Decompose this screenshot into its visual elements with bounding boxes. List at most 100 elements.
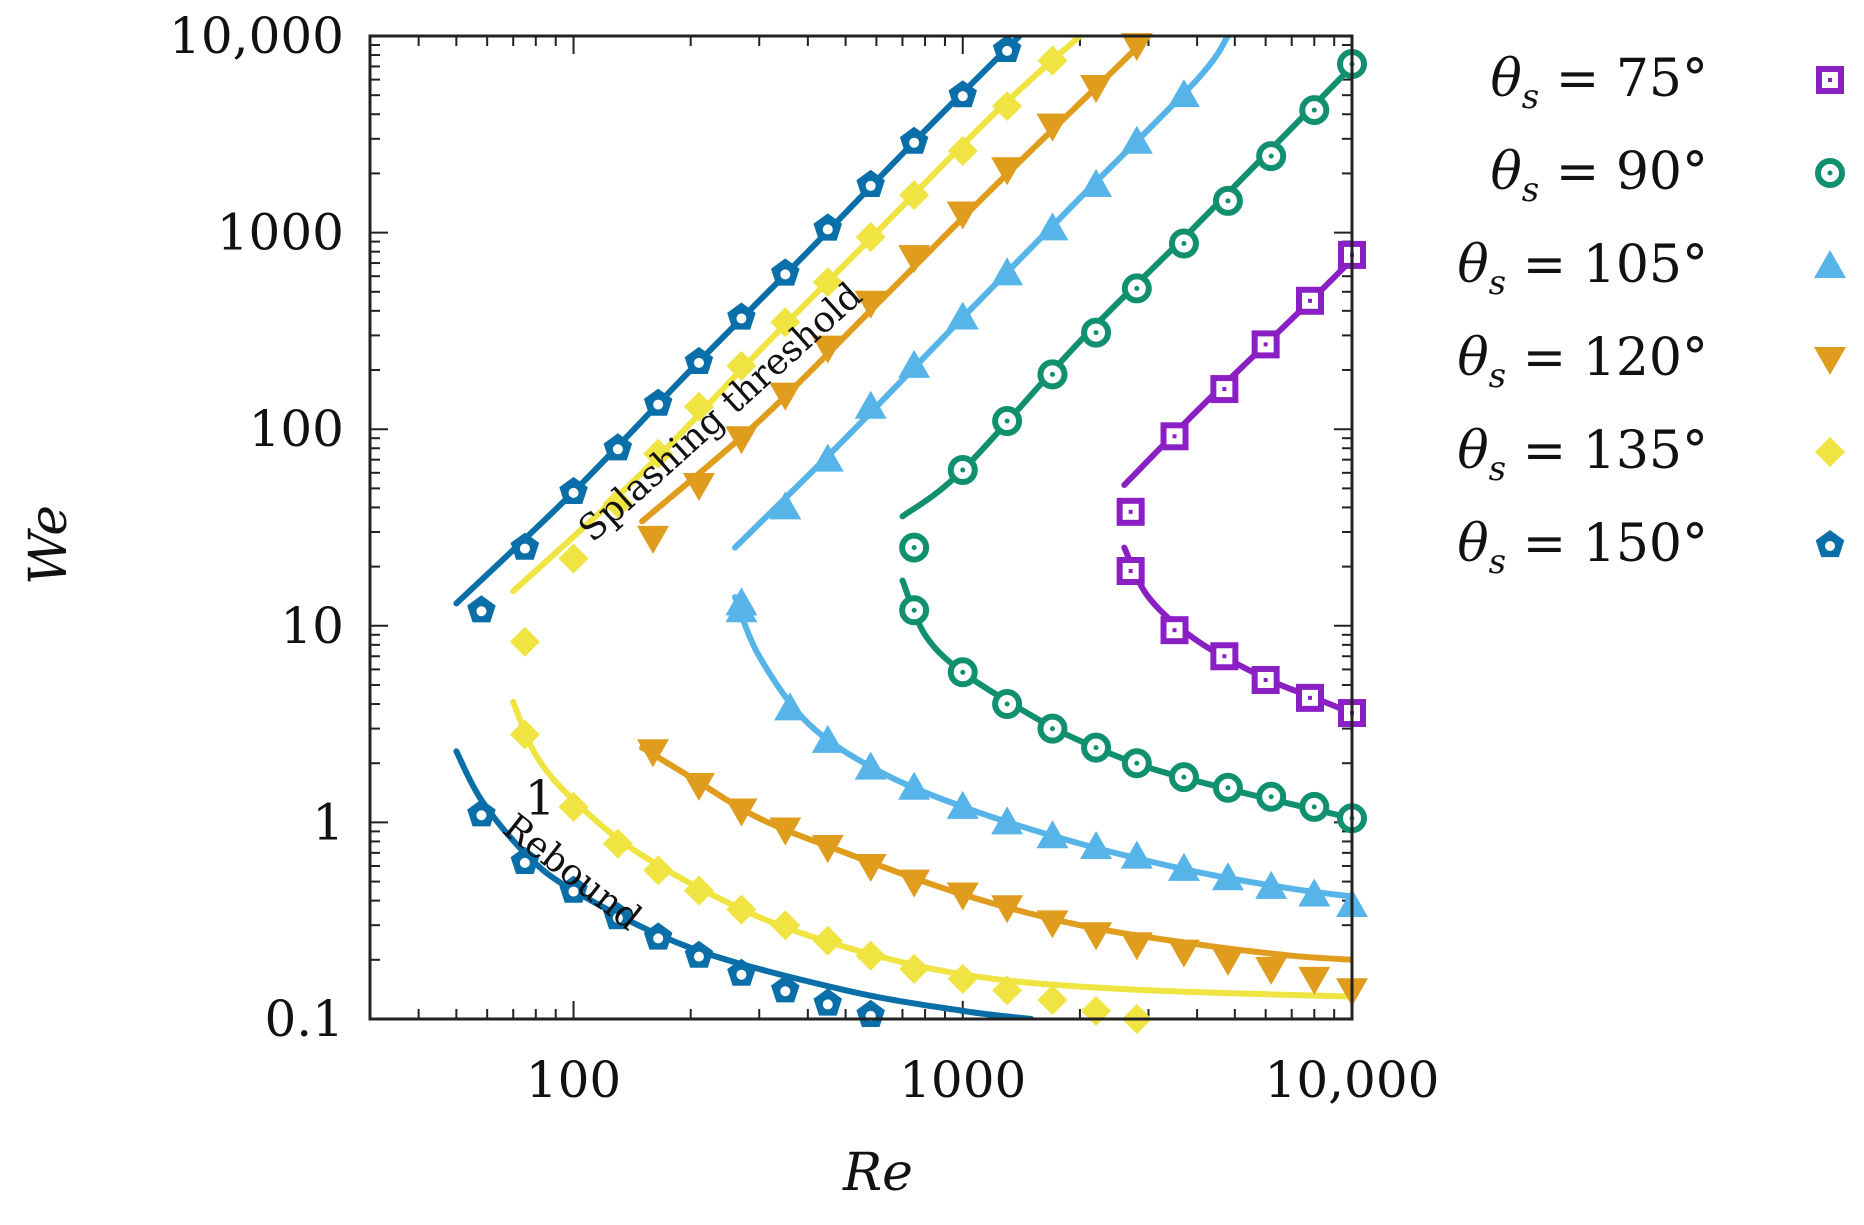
data-point-theta-120	[1080, 922, 1113, 951]
data-point-theta-75	[1251, 666, 1280, 695]
data-point-theta-135	[992, 975, 1023, 1006]
legend: θs = 75° θs = 90° θs = 105° θs = 120° θs = 1…	[1457, 49, 1846, 582]
data-point-theta-135	[899, 180, 930, 211]
y-tick-label: 10,000	[169, 7, 344, 65]
annotation-1: 1	[525, 770, 556, 826]
data-point-theta-105	[1036, 820, 1069, 849]
data-point-theta-135	[855, 221, 886, 252]
fit-curve-upper-theta-120	[639, 36, 1152, 525]
legend-label-theta-120: θs = 120°	[1457, 328, 1708, 396]
y-tick-label: 10	[280, 597, 344, 655]
legend-label-theta-105: θs = 105°	[1457, 235, 1708, 303]
data-point-theta-150	[510, 846, 540, 874]
data-point-theta-90	[1168, 228, 1199, 259]
data-point-theta-150	[559, 476, 588, 504]
data-point-theta-135	[1037, 984, 1068, 1015]
data-point-theta-120	[1036, 113, 1069, 142]
data-point-theta-90	[1299, 791, 1330, 822]
data-point-theta-135	[683, 875, 714, 906]
annotation-splashing-threshold: Splashing threshold	[571, 275, 870, 550]
fit-curve-lower-theta-90	[899, 577, 1352, 822]
data-point-theta-135	[643, 438, 674, 469]
fit-curve-lower-theta-120	[639, 744, 1352, 963]
data-point-theta-135	[726, 894, 757, 925]
x-tick-label: 10,000	[1265, 1051, 1440, 1109]
legend-marker-theta-135	[1815, 437, 1845, 467]
data-point-theta-90	[899, 532, 930, 563]
data-point-theta-150	[467, 799, 496, 827]
data-point-theta-105	[898, 771, 931, 800]
data-point-theta-75	[1160, 616, 1189, 645]
legend-marker-theta-105	[1814, 250, 1846, 278]
data-point-theta-75	[1116, 497, 1145, 526]
data-point-theta-120	[1211, 947, 1244, 976]
data-point-theta-150	[603, 902, 633, 930]
data-point-theta-120	[1036, 910, 1069, 939]
data-point-theta-150	[727, 302, 756, 330]
data-point-theta-120	[682, 772, 715, 801]
legend-label-theta-90: θs = 90°	[1490, 142, 1708, 210]
data-point-theta-135	[947, 136, 978, 167]
data-point-theta-105	[1211, 862, 1244, 891]
data-point-theta-105	[811, 724, 844, 753]
data-point-theta-105	[1167, 79, 1200, 108]
fit-curve-lower-theta-135	[510, 698, 1352, 1000]
legend-marker-theta-150	[1815, 530, 1845, 558]
data-point-theta-105	[1255, 870, 1288, 899]
data-point-theta-120	[991, 157, 1024, 186]
data-markers	[467, 32, 1368, 1034]
data-point-theta-90	[1121, 748, 1152, 779]
tick-labels: 100 1000 10,000 0.1 1 10 100 1000 10,000	[169, 7, 1439, 1109]
data-point-theta-150	[643, 388, 673, 416]
data-point-theta-120	[769, 817, 802, 846]
data-point-theta-135	[1037, 45, 1068, 76]
data-point-theta-75	[1295, 683, 1324, 712]
data-point-theta-90	[1212, 772, 1243, 803]
data-point-theta-135	[726, 350, 757, 381]
data-point-theta-150	[813, 988, 842, 1016]
data-point-theta-135	[770, 307, 801, 338]
data-point-theta-105	[946, 790, 979, 819]
data-point-theta-120	[1167, 939, 1200, 968]
data-point-theta-90	[1256, 141, 1287, 172]
data-point-theta-90	[1081, 317, 1112, 348]
data-point-theta-90	[1037, 359, 1068, 390]
data-point-theta-120	[1120, 32, 1153, 61]
x-tick-label: 100	[526, 1051, 621, 1109]
data-point-theta-135	[899, 953, 930, 984]
y-tick-label: 100	[249, 400, 344, 458]
fit-curve-upper-theta-105	[732, 36, 1231, 551]
data-point-theta-120	[946, 882, 979, 911]
data-point-theta-105	[1036, 212, 1069, 241]
data-point-theta-105	[946, 301, 979, 330]
legend-label-theta-135: θs = 135°	[1457, 421, 1708, 489]
data-point-theta-90	[899, 595, 930, 626]
data-point-theta-105	[1080, 168, 1113, 197]
data-point-theta-150	[727, 958, 756, 986]
data-point-theta-105	[774, 692, 807, 721]
legend-label-theta-150: θs = 150°	[1457, 514, 1708, 582]
data-point-theta-90	[1121, 273, 1152, 304]
data-point-theta-120	[1120, 932, 1153, 961]
data-point-theta-105	[725, 587, 758, 616]
data-point-theta-135	[558, 791, 589, 822]
data-point-theta-120	[636, 525, 669, 554]
data-point-theta-120	[811, 834, 844, 863]
legend-marker-theta-120	[1814, 347, 1846, 375]
data-point-theta-120	[898, 245, 931, 274]
data-point-theta-135	[812, 267, 843, 298]
x-axis-title: Re	[842, 1143, 913, 1203]
data-point-theta-105	[1120, 125, 1153, 154]
legend-marker-theta-75	[1816, 66, 1844, 94]
data-point-theta-150	[992, 34, 1022, 62]
data-point-theta-150	[510, 532, 540, 560]
data-point-theta-150	[603, 433, 633, 461]
data-point-theta-90	[1081, 732, 1112, 763]
data-point-theta-135	[558, 543, 589, 574]
data-point-theta-120	[946, 201, 979, 230]
data-point-theta-105	[854, 751, 887, 780]
data-point-theta-105	[991, 257, 1024, 286]
data-point-theta-135	[509, 626, 540, 657]
data-point-theta-120	[636, 739, 669, 768]
